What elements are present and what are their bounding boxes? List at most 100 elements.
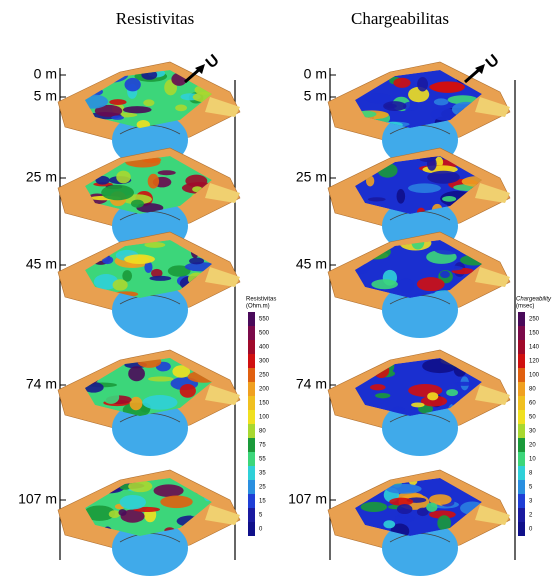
anomaly-blob (375, 393, 391, 399)
colorbar-swatch (518, 312, 525, 326)
anomaly-blob (389, 497, 414, 506)
colorbar-swatch (248, 340, 255, 354)
colorbar-swatch (518, 494, 525, 508)
anomaly-blob (420, 395, 448, 407)
colorbar-swatch (248, 354, 255, 368)
anomaly-blob (461, 176, 482, 187)
colorbar-swatch (518, 354, 525, 368)
anomaly-blob (116, 170, 131, 184)
colorbar-tick-label: 75 (259, 443, 266, 449)
slice (327, 61, 511, 168)
colorbar-tick-label: 100 (529, 373, 540, 379)
colorbar-tick-label: 0 (529, 527, 533, 533)
depth-label: 0 m (34, 66, 57, 82)
anomaly-blob (144, 241, 166, 248)
anomaly-blob (122, 106, 152, 114)
anomaly-blob (124, 254, 155, 264)
colorbar-unit: (Ohm.m) (246, 304, 270, 310)
anomaly-blob (367, 197, 386, 202)
slice (57, 349, 241, 456)
anomaly-blob (122, 270, 133, 282)
colorbar-swatch (248, 452, 255, 466)
anomaly (355, 478, 482, 536)
colorbar-swatch (518, 410, 525, 424)
colorbar-tick-label: 250 (529, 317, 540, 323)
depth-label: 107 m (288, 491, 327, 507)
anomaly-blob (426, 502, 438, 512)
colorbar-tick-label: 20 (529, 443, 536, 449)
colorbar-tick-label: 400 (259, 345, 270, 351)
anomaly-blob (102, 256, 114, 265)
colorbar-tick-label: 35 (259, 471, 266, 477)
colorbar-swatch (518, 424, 525, 438)
colorbar-swatch (518, 368, 525, 382)
anomaly-blob (130, 199, 144, 208)
anomaly-blob (120, 509, 145, 523)
colorbar-swatch (518, 452, 525, 466)
colorbar-tick-label: 250 (259, 373, 270, 379)
colorbar-swatch (248, 396, 255, 410)
anomaly-blob (454, 381, 474, 386)
colorbar-swatch (248, 480, 255, 494)
colorbar-tick-label: 550 (259, 317, 270, 323)
anomaly (85, 156, 212, 214)
colorbar-tick-label: 0 (259, 527, 263, 533)
anomaly-blob (428, 510, 456, 519)
anomaly-blob (124, 77, 141, 92)
anomaly-blob (153, 484, 184, 497)
north-arrow-head (195, 64, 205, 74)
anomaly-blob (175, 104, 187, 112)
colorbar-swatch (518, 480, 525, 494)
anomaly-blob (417, 77, 428, 92)
colorbar-tick-label: 5 (259, 513, 263, 519)
anomaly-blob (434, 156, 444, 168)
anomaly-blob (128, 480, 153, 493)
anomaly-blob (93, 157, 107, 166)
depth-label: 25 m (26, 169, 57, 185)
colorbar-unit: (msec) (516, 304, 534, 310)
anomaly-blob (189, 257, 205, 265)
anomaly-blob (118, 509, 127, 516)
water (112, 282, 188, 338)
depth-label: 5 m (304, 88, 327, 104)
depth-label: 74 m (26, 376, 57, 392)
anomaly-blob (108, 510, 121, 518)
depth-label: 0 m (304, 66, 327, 82)
anomaly-blob (416, 277, 445, 292)
anomaly-blob (393, 77, 411, 88)
colorbar-tick-label: 150 (259, 401, 270, 407)
colorbar-tick-label: 80 (529, 387, 536, 393)
colorbar-swatch (248, 368, 255, 382)
colorbar-swatch (248, 466, 255, 480)
anomaly-blob (447, 95, 478, 105)
colorbar-swatch (518, 382, 525, 396)
anomaly-blob (164, 358, 173, 364)
colorbar-swatch (248, 312, 255, 326)
anomaly-blob (385, 483, 422, 494)
water (382, 520, 458, 576)
colorbar-swatch (518, 508, 525, 522)
anomaly-blob (391, 406, 406, 415)
colorbar-tick-label: 10 (529, 457, 536, 463)
water (112, 400, 188, 456)
colorbar-tick-label: 15 (259, 499, 266, 505)
colorbar-swatch (518, 466, 525, 480)
depth-label: 25 m (296, 169, 327, 185)
colorbar-swatch (248, 382, 255, 396)
anomaly-blob (205, 358, 212, 365)
anomaly-blob (167, 265, 191, 277)
anomaly-blob (437, 515, 452, 531)
anomaly-blob (364, 93, 392, 104)
terrain-edge (205, 505, 240, 525)
colorbar-swatch (248, 522, 255, 536)
anomaly-blob (366, 156, 379, 166)
anomaly-blob (360, 501, 388, 512)
anomaly-blob (202, 478, 212, 487)
colorbar-tick-label: 25 (259, 485, 266, 491)
water (382, 400, 458, 456)
slice (327, 231, 511, 338)
panel-title: Chargeabilitas (351, 9, 449, 28)
depth-label: 74 m (296, 376, 327, 392)
anomaly-blob (142, 395, 178, 410)
